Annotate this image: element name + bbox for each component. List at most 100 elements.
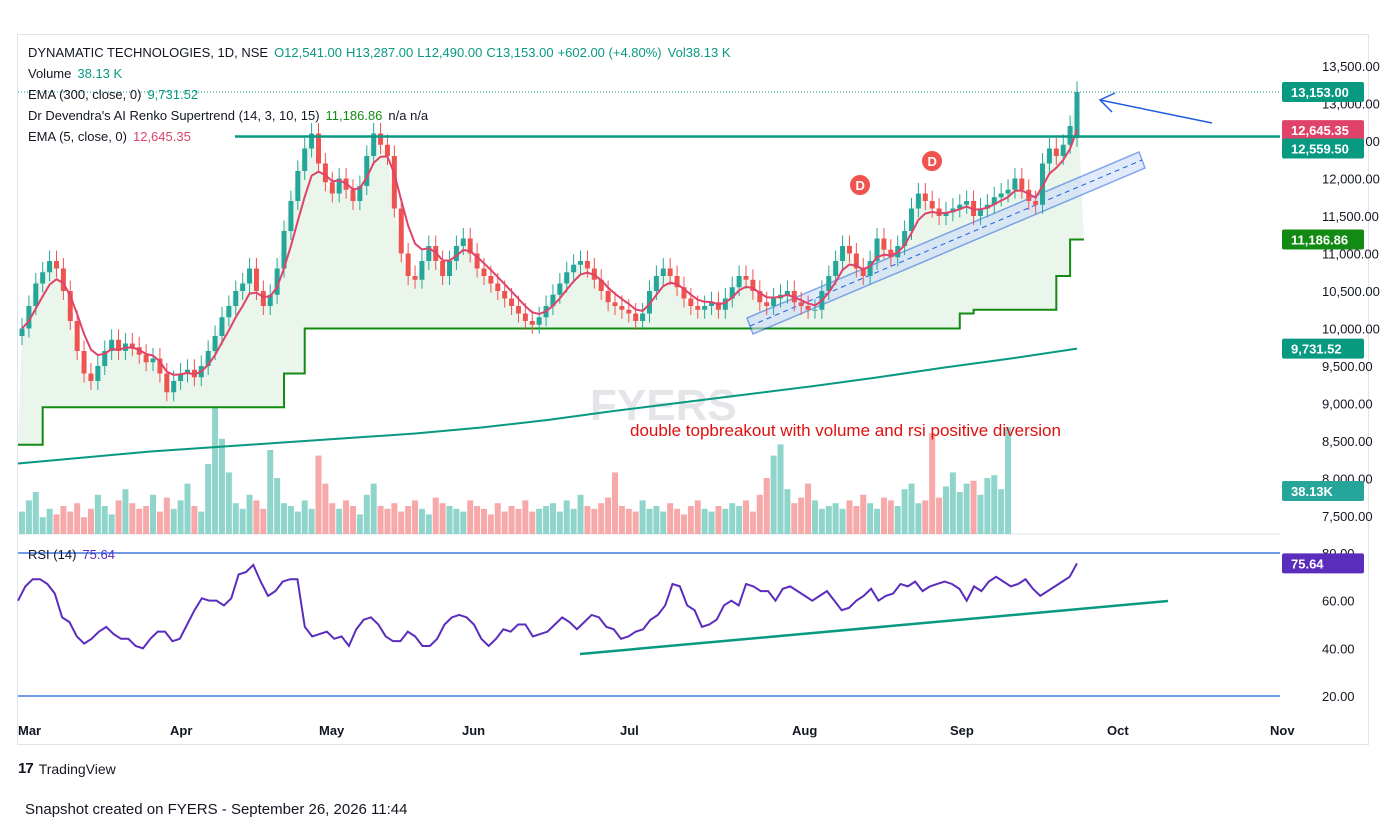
volume-bar [846,500,853,534]
d-marker-label: D [856,178,865,193]
volume-bar [832,503,839,534]
candle-body [529,321,535,325]
candle-body [309,133,315,149]
ohlc-high: H13,287.00 [346,45,414,60]
candle-body [247,268,253,284]
volume-bar [660,511,667,534]
ema5-legend[interactable]: EMA (5, close, 0) 12,645.35 [28,129,197,145]
volume-bar [232,503,239,534]
ohlc-open: O12,541.00 [274,45,343,60]
volume-bar [949,472,956,534]
candle-body [47,261,53,273]
candle-body [1019,178,1025,190]
candle-body [757,291,763,303]
symbol-title[interactable]: DYNAMATIC TECHNOLOGIES, 1D, NSE [28,45,269,60]
candle-body [150,358,156,363]
candle-body [1026,189,1032,201]
volume-bar [715,506,722,534]
candle-body [784,291,790,295]
volume-bar [894,506,901,534]
candle-body [391,156,397,209]
price-tick-label: 10,500.00 [1322,284,1380,299]
volume-bar [46,508,53,534]
volume-bar [743,500,750,534]
ema300-legend-label: EMA (300, close, 0) [28,87,142,102]
volume-legend[interactable]: Volume 38.13 K [28,66,128,82]
candle-body [943,212,949,216]
supertrend-legend-na: n/a n/a [388,108,429,123]
supertrend-legend-label: Dr Devendra's AI Renko Supertrend (14, 3… [28,108,320,123]
rsi-polyline [17,562,1078,650]
volume-bar [336,508,343,534]
candle-body [1005,189,1011,194]
price-tick-label: 7,500.00 [1322,509,1373,524]
candle-body [212,336,218,351]
volume-bar [639,500,646,534]
candle-body [419,261,425,280]
candle-body [605,291,611,303]
volume-bar [150,494,157,534]
tradingview-logo[interactable]: 17 TradingView [18,760,116,777]
candle-body [971,201,977,216]
price-badge-label: 9,731.52 [1291,342,1342,357]
candle-body [488,276,494,284]
volume-bar [87,508,94,534]
volume-bar [874,508,881,534]
volume-bar [839,508,846,534]
volume-bar [770,455,777,534]
volume-bar [942,486,949,534]
volume-bar [632,511,639,534]
candle-body [1074,92,1080,138]
candle-body [316,133,322,164]
time-tick-label: Aug [792,723,817,738]
volume-bar [480,508,487,534]
price-badge [1282,138,1364,159]
supertrend-legend[interactable]: Dr Devendra's AI Renko Supertrend (14, 3… [28,108,434,124]
candle-body [1046,148,1052,164]
candle-body [205,351,211,366]
time-tick-label: Oct [1107,723,1129,738]
volume-bar [370,483,377,534]
volume-bar [460,511,467,534]
d-marker-label: D [928,154,937,169]
candle-body [60,268,66,291]
candle-body [357,186,363,201]
candle-body [888,249,894,258]
candle-body [460,238,466,246]
volume-bar [274,478,281,534]
header-legend: DYNAMATIC TECHNOLOGIES, 1D, NSE O12,541.0… [28,45,737,61]
price-tick-label: 10,000.00 [1322,322,1380,337]
volume-bar [963,483,970,534]
candle-body [509,298,515,306]
rsi-legend-label: RSI (14) [28,547,77,562]
ema300-legend[interactable]: EMA (300, close, 0) 9,731.52 [28,87,204,103]
volume-bar [101,506,108,534]
candle-body [109,339,115,351]
ema5-legend-label: EMA (5, close, 0) [28,129,127,144]
candle-body [826,276,832,291]
volume-bar [667,503,674,534]
candle-body [281,231,287,269]
candle-body [515,306,521,314]
volume-bar [605,497,612,534]
price-badge [1282,82,1364,103]
volume-bar [205,464,212,534]
rsi-divergence-trendline [579,599,1169,656]
volume-bar [246,494,253,534]
volume-bar [756,494,763,534]
volume-bar [412,500,419,534]
rsi-legend[interactable]: RSI (14) 75.64 [28,547,121,563]
volume-bar [763,478,770,534]
volume-bar [53,514,60,534]
volume-bar [908,483,915,534]
volume-bar [784,489,791,534]
candle-body [860,268,866,276]
time-tick-label: May [319,723,345,738]
volume-bar [922,500,929,534]
candle-body [550,294,556,306]
candle-body [129,343,135,348]
time-tick-label: Nov [1270,723,1295,738]
candle-body [695,306,701,310]
trend-channel [746,151,1146,335]
